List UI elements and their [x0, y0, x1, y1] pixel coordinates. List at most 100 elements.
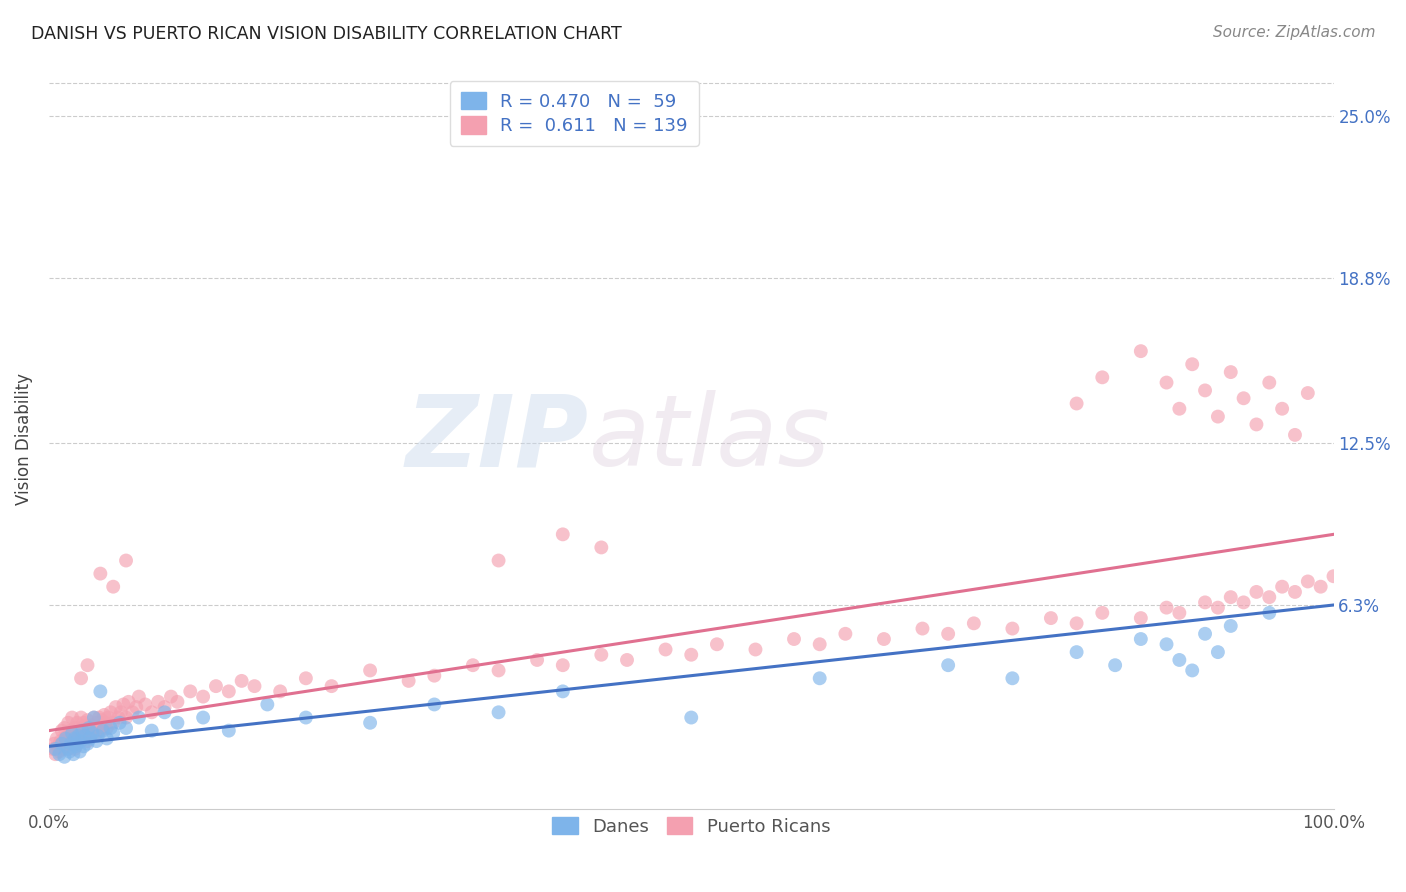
- Point: [89, 566, 111, 581]
- Point: [591, 648, 613, 662]
- Point: [66, 715, 89, 730]
- Point: [103, 580, 125, 594]
- Point: [121, 706, 143, 720]
- Point: [1039, 611, 1062, 625]
- Point: [117, 695, 139, 709]
- Point: [53, 749, 76, 764]
- Point: [1258, 376, 1281, 390]
- Point: [1156, 376, 1178, 390]
- Point: [42, 737, 65, 751]
- Point: [89, 723, 111, 738]
- Point: [551, 684, 574, 698]
- Point: [321, 679, 343, 693]
- Point: [60, 737, 83, 751]
- Point: [72, 715, 94, 730]
- Point: [1219, 365, 1241, 379]
- Point: [103, 726, 125, 740]
- Point: [1091, 370, 1114, 384]
- Point: [45, 731, 67, 746]
- Point: [60, 710, 83, 724]
- Point: [1194, 595, 1216, 609]
- Text: atlas: atlas: [589, 391, 830, 487]
- Point: [76, 713, 98, 727]
- Point: [654, 642, 676, 657]
- Point: [359, 715, 381, 730]
- Point: [86, 734, 108, 748]
- Point: [1194, 627, 1216, 641]
- Point: [1156, 637, 1178, 651]
- Point: [1066, 645, 1088, 659]
- Point: [191, 690, 214, 704]
- Point: [1001, 671, 1024, 685]
- Point: [706, 637, 728, 651]
- Point: [1219, 590, 1241, 604]
- Point: [681, 710, 703, 724]
- Point: [1296, 386, 1319, 401]
- Point: [79, 731, 101, 746]
- Point: [179, 684, 201, 698]
- Point: [160, 690, 183, 704]
- Point: [76, 737, 98, 751]
- Point: [1066, 396, 1088, 410]
- Point: [141, 723, 163, 738]
- Point: [873, 632, 896, 646]
- Point: [166, 695, 188, 709]
- Point: [65, 731, 87, 746]
- Point: [48, 745, 70, 759]
- Point: [1001, 622, 1024, 636]
- Point: [58, 737, 80, 751]
- Point: [115, 710, 138, 724]
- Point: [125, 700, 148, 714]
- Point: [153, 700, 176, 714]
- Point: [1206, 409, 1229, 424]
- Point: [84, 726, 107, 740]
- Point: [75, 718, 97, 732]
- Point: [963, 616, 986, 631]
- Point: [1206, 600, 1229, 615]
- Point: [1258, 590, 1281, 604]
- Point: [55, 731, 77, 746]
- Point: [59, 723, 82, 738]
- Point: [616, 653, 638, 667]
- Point: [70, 734, 93, 748]
- Point: [911, 622, 934, 636]
- Point: [62, 726, 84, 740]
- Point: [1181, 664, 1204, 678]
- Point: [783, 632, 806, 646]
- Point: [1219, 619, 1241, 633]
- Point: [526, 653, 548, 667]
- Point: [93, 707, 115, 722]
- Point: [269, 684, 291, 698]
- Point: [1104, 658, 1126, 673]
- Point: [191, 710, 214, 724]
- Point: [1296, 574, 1319, 589]
- Point: [73, 729, 96, 743]
- Point: [808, 637, 831, 651]
- Point: [58, 745, 80, 759]
- Point: [1091, 606, 1114, 620]
- Point: [488, 706, 510, 720]
- Point: [591, 541, 613, 555]
- Point: [49, 734, 72, 748]
- Point: [91, 718, 114, 732]
- Point: [488, 553, 510, 567]
- Point: [243, 679, 266, 693]
- Point: [62, 747, 84, 761]
- Point: [1258, 606, 1281, 620]
- Point: [1194, 384, 1216, 398]
- Point: [52, 742, 75, 756]
- Point: [398, 673, 420, 688]
- Point: [56, 729, 79, 743]
- Point: [46, 739, 69, 754]
- Point: [44, 742, 66, 756]
- Point: [205, 679, 228, 693]
- Point: [295, 710, 318, 724]
- Point: [141, 706, 163, 720]
- Point: [423, 668, 446, 682]
- Point: [231, 673, 253, 688]
- Point: [153, 706, 176, 720]
- Point: [100, 706, 122, 720]
- Point: [1232, 595, 1254, 609]
- Point: [82, 721, 104, 735]
- Point: [1284, 585, 1306, 599]
